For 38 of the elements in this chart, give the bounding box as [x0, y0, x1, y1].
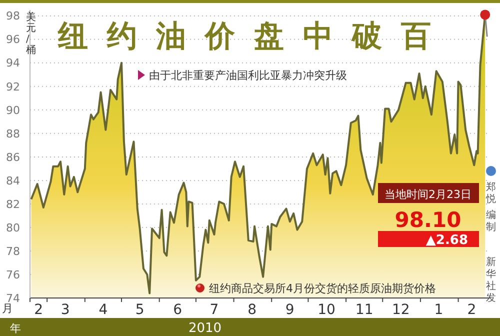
x-tick-label: 5 — [135, 302, 144, 318]
x-axis-title: 月 — [2, 302, 13, 315]
y-tick-label: 84 — [6, 174, 20, 188]
x-tick-label: 2 — [34, 302, 43, 318]
annotation: 98.10 — [394, 208, 462, 232]
annotation: 纽约商品交易所4月份交货的轻质原油期货价格 — [209, 282, 436, 295]
x-tick-label: 11 — [355, 302, 374, 318]
chart-title: 纽约油价盘中破百 — [57, 19, 450, 54]
x-tick-label: 12 — [392, 302, 410, 318]
x-tick-label: 1 — [434, 302, 444, 318]
annotation: 由于北非重要产油国利比亚暴力冲突升级 — [149, 69, 347, 82]
text: 2010 — [188, 321, 222, 336]
annotation: 当地时间2月23日 — [384, 188, 472, 201]
y-tick-label: 98 — [6, 10, 20, 23]
x-tick-label: 10 — [318, 302, 336, 318]
annotation: 郑悦编制 — [485, 181, 496, 233]
annotation: 新华社发 — [486, 256, 496, 304]
x-tick-label: 2 — [467, 302, 476, 318]
y-tick-label: 80 — [6, 221, 20, 234]
x-tick-label: 8 — [248, 302, 257, 318]
x-tick-label: 7 — [210, 302, 219, 318]
x-tick-label: 3 — [60, 302, 70, 318]
y-tick-label: 78 — [6, 244, 20, 258]
y-tick-label: 94 — [6, 56, 20, 70]
y-tick-label: 88 — [6, 127, 20, 140]
y-tick-label: 74 — [6, 292, 20, 305]
y-tick-label: 96 — [6, 33, 20, 46]
text: 年 — [10, 322, 21, 335]
x-tick-label: 6 — [173, 302, 182, 318]
y-axis-title: 美元/桶 — [26, 11, 36, 56]
x-tick-label: 4 — [98, 302, 108, 318]
y-tick-label: 76 — [6, 268, 20, 282]
y-tick-label: 82 — [6, 198, 20, 211]
x-tick-label: 9 — [285, 302, 294, 318]
y-tick-label: 92 — [6, 80, 20, 94]
y-tick-label: 86 — [6, 150, 20, 164]
annotation: ▲2.68 — [426, 233, 468, 248]
y-tick-label: 90 — [6, 104, 20, 117]
